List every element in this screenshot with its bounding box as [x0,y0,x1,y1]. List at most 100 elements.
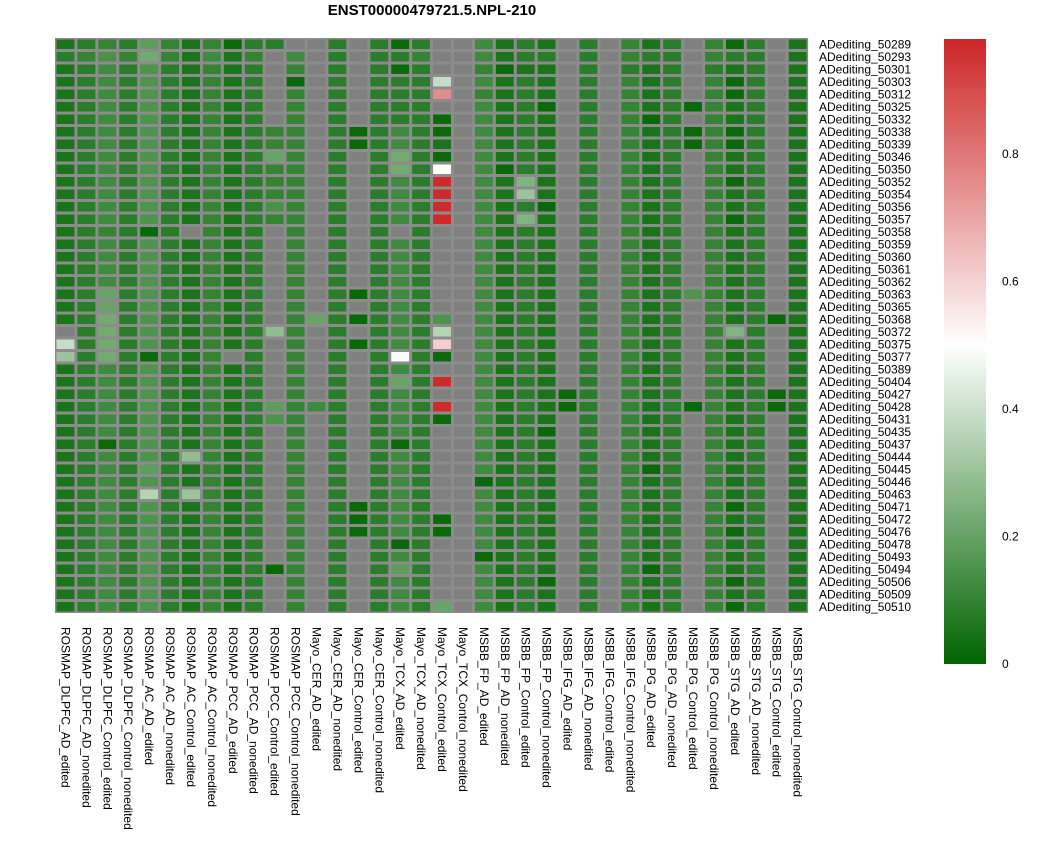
heatmap-cell [663,277,682,287]
heatmap-cell [412,164,431,174]
heatmap-cell [140,552,159,562]
heatmap-cell [202,464,221,474]
heatmap-cell [453,302,472,312]
heatmap-cell [265,539,284,549]
heatmap-cell [77,252,96,262]
heatmap-cell [161,39,180,49]
heatmap-cell [223,39,242,49]
heatmap-cell [767,602,786,612]
heatmap-cell [370,89,389,99]
heatmap-cell [767,364,786,374]
heatmap-cell [119,352,138,362]
heatmap-cell [140,577,159,587]
row-labels: ADediting_50289ADediting_50293ADediting_… [819,37,911,614]
row-label: ADediting_50437 [819,437,911,451]
heatmap-cell [495,214,514,224]
heatmap-cell [684,314,703,324]
heatmap-cell [412,364,431,374]
heatmap-cell [265,302,284,312]
heatmap-cell [684,114,703,124]
heatmap-cell [119,327,138,337]
heatmap-cell [621,427,640,437]
heatmap-cell [621,177,640,187]
heatmap-cell [56,339,75,349]
heatmap-cell [600,477,619,487]
heatmap-cell [746,314,765,324]
heatmap-cell [77,202,96,212]
heatmap-cell [684,589,703,599]
heatmap-cell [642,452,661,462]
heatmap-cell [621,289,640,299]
heatmap-cell [412,52,431,62]
row-label: ADediting_50471 [819,500,911,514]
heatmap-cell [391,177,410,187]
heatmap-cell [202,127,221,137]
heatmap-cell [600,189,619,199]
heatmap-cell [579,314,598,324]
heatmap-cell [98,377,117,387]
heatmap-cell [140,502,159,512]
heatmap-cell [265,114,284,124]
heatmap-cell [621,52,640,62]
heatmap-cell [453,227,472,237]
heatmap-cell [328,352,347,362]
heatmap-cell [642,127,661,137]
heatmap-cell [746,364,765,374]
heatmap-cell [621,452,640,462]
heatmap-cell [349,189,368,199]
heatmap-cell [537,302,556,312]
heatmap-cell [223,139,242,149]
heatmap-cell [265,127,284,137]
heatmap-cell [537,477,556,487]
heatmap-cell [161,164,180,174]
heatmap-cell [140,289,159,299]
heatmap-cell [140,464,159,474]
heatmap-cell [600,252,619,262]
heatmap-cell [558,489,577,499]
heatmap-cell [244,302,263,312]
heatmap-cell [684,277,703,287]
heatmap-cell [349,414,368,424]
column-label: MSBB_IFG_Control_edited [602,627,616,772]
heatmap-cell [537,377,556,387]
heatmap-cell [495,602,514,612]
heatmap-cell [725,352,744,362]
heatmap-cell [788,589,807,599]
heatmap-cell [537,127,556,137]
heatmap-cell [349,439,368,449]
heatmap-cell [788,514,807,524]
heatmap-cell [453,89,472,99]
heatmap-cell [621,152,640,162]
heatmap-cell [349,77,368,87]
heatmap-cell [182,227,200,237]
heatmap-cell [140,114,159,124]
heatmap-cell [558,539,577,549]
legend-tick-label: 0.8 [1002,147,1019,161]
heatmap-cell [663,464,682,474]
heatmap-cell [119,377,138,387]
heatmap-cell [328,502,347,512]
heatmap-cell [412,152,431,162]
heatmap-cell [140,139,159,149]
heatmap-cell [663,439,682,449]
heatmap-cell [223,152,242,162]
heatmap-cell [77,402,96,412]
heatmap-cell [265,489,284,499]
heatmap-cell [77,152,96,162]
heatmap-cell [77,52,96,62]
heatmap-cell [705,327,723,337]
heatmap-cell [182,389,200,399]
heatmap-cell [56,64,75,74]
heatmap-cell [244,227,263,237]
heatmap-cell [558,189,577,199]
heatmap-cell [244,439,263,449]
heatmap-cell [474,552,493,562]
heatmap-cell [453,177,472,187]
heatmap-cell [705,177,723,187]
heatmap-cell [767,502,786,512]
heatmap-cell [244,252,263,262]
heatmap-cell [286,489,305,499]
heatmap-cell [244,602,263,612]
heatmap-cell [767,139,786,149]
